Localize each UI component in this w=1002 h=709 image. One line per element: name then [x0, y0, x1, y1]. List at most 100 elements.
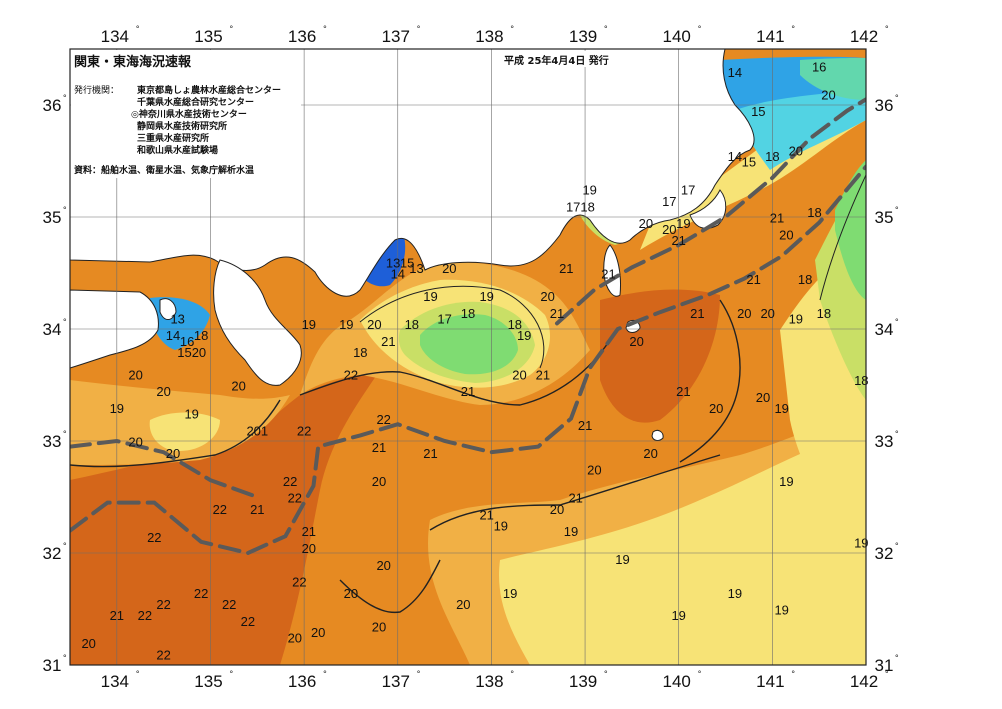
temperature-label: 19 — [671, 608, 685, 623]
awaji-island — [159, 298, 177, 320]
temperature-label: 21 — [423, 446, 437, 461]
lon-tick-top-139: 139 — [569, 27, 597, 46]
lat-tick-left-34: 34 — [43, 320, 62, 339]
temperature-label: 17 — [681, 183, 695, 198]
temperature-label: 19 — [582, 183, 596, 198]
lon-degree-top-138: ° — [510, 24, 514, 34]
lat-degree-right-31: ° — [895, 653, 899, 663]
temperature-label: 21 — [746, 272, 760, 287]
temperature-label: 19 — [479, 289, 493, 304]
lon-degree-bottom-141: ° — [791, 669, 795, 679]
temperature-label: 20 — [372, 474, 386, 489]
lon-degree-bottom-142: ° — [885, 669, 889, 679]
temperature-label: 18 — [854, 373, 868, 388]
lat-tick-left-36: 36 — [43, 96, 62, 115]
temperature-label: 18 — [798, 272, 812, 287]
temperature-label: 21 — [690, 306, 704, 321]
lon-tick-top-141: 141 — [756, 27, 784, 46]
temperature-label: 18 — [508, 317, 522, 332]
temperature-label: 19 — [517, 328, 531, 343]
lon-tick-bottom-141: 141 — [756, 672, 784, 691]
lat-degree-left-33: ° — [63, 429, 67, 439]
lon-degree-top-141: ° — [791, 24, 795, 34]
temperature-label: 20 — [372, 619, 386, 634]
water-zone-19-south — [499, 430, 866, 665]
temperature-label: 13 — [386, 255, 400, 270]
kuroshio-main-axis — [70, 164, 866, 556]
temperature-label: 21 — [479, 507, 493, 522]
lat-degree-right-34: ° — [895, 317, 899, 327]
temperature-label: 19 — [564, 524, 578, 539]
header-info: 関東・東海海況速報 発行機関： 東京都島しょ農林水産総合センター 千葉県水産総合… — [71, 50, 640, 178]
lat-degree-left-36: ° — [63, 93, 67, 103]
kuroshio-coastal-branch — [70, 438, 260, 499]
temperature-label: 20 — [442, 261, 456, 276]
water-zone-19-west — [149, 412, 220, 451]
temperature-label: 20 — [550, 502, 564, 517]
temperature-label: 15 — [400, 255, 414, 270]
temperature-label: 17 — [662, 194, 676, 209]
map-frame — [69, 48, 867, 666]
water-zone-16-east — [800, 58, 866, 100]
lat-degree-right-33: ° — [895, 429, 899, 439]
temperature-label: 20 — [512, 367, 526, 382]
isotherm-19-north — [359, 285, 545, 369]
lon-degree-top-136: ° — [323, 24, 327, 34]
hachijo-island — [651, 429, 664, 441]
isotherm-20-south — [429, 454, 721, 531]
temperature-label: 20 — [760, 306, 774, 321]
temperature-label: 22 — [283, 474, 297, 489]
water-zone-22-west — [70, 370, 380, 665]
lon-tick-top-138: 138 — [475, 27, 503, 46]
temperature-label: 18 — [765, 149, 779, 164]
lat-degree-left-32: ° — [63, 541, 67, 551]
temperature-label: 1718 — [566, 199, 595, 214]
lon-degree-bottom-136: ° — [323, 669, 327, 679]
temperature-label: 20 — [709, 401, 723, 416]
lon-degree-bottom-137: ° — [417, 669, 421, 679]
temperature-label: 15 — [742, 155, 756, 170]
temperature-label: 14 — [391, 267, 405, 282]
temperature-label: 21 — [578, 418, 592, 433]
kuroshio-axis — [70, 97, 866, 556]
temperature-label: 20 — [662, 222, 676, 237]
issuer-3: ◎神奈川県水産技術センター — [131, 108, 247, 120]
temperature-label: 21 — [671, 233, 685, 248]
temperature-label: 21 — [110, 608, 124, 623]
lon-tick-bottom-136: 136 — [288, 672, 316, 691]
temperature-label: 18 — [807, 205, 821, 220]
temperature-label: 18 — [461, 306, 475, 321]
temperature-label: 17 — [437, 311, 451, 326]
lat-tick-right-33: 33 — [875, 432, 894, 451]
kii-peninsula — [213, 259, 302, 386]
axis-tick-labels: 134 ° 134 ° 135 ° 135 ° 136 ° 136 ° 137 ° 137 ° 138 ° 138 °… — [43, 24, 899, 691]
temperature-label: 16 — [812, 59, 826, 74]
kuroshio-inshore-axis — [555, 97, 866, 326]
issuers-label: 発行機関： — [74, 84, 119, 96]
temperature-label: 22 — [297, 423, 311, 438]
temperature-label: 19 — [503, 586, 517, 601]
lon-tick-top-140: 140 — [663, 27, 691, 46]
temperature-label: 21 — [559, 261, 573, 276]
issuer-1: 東京都島しょ農林水産総合センター — [137, 84, 281, 96]
temperature-label: 21 — [770, 211, 784, 226]
lat-tick-left-35: 35 — [43, 208, 62, 227]
temperature-label: 21 — [302, 524, 316, 539]
temperature-label: 21 — [550, 306, 564, 321]
temperature-label: 22 — [156, 597, 170, 612]
temperature-label: 19 — [110, 401, 124, 416]
lat-tick-left-31: 31 — [43, 656, 62, 675]
isotherm-20-far-south — [339, 559, 441, 614]
issuer-5: 三重県水産研究所 — [137, 132, 209, 144]
temperature-label: 21 — [536, 367, 550, 382]
temperature-label: 22 — [288, 491, 302, 506]
lat-tick-right-32: 32 — [875, 544, 894, 563]
temperature-label: 16 — [180, 334, 194, 349]
isotherm-21-central — [299, 339, 611, 406]
issuer-2: 千葉県水産総合研究センター — [137, 96, 254, 108]
temperature-label: 20 — [629, 334, 643, 349]
lon-tick-bottom-138: 138 — [475, 672, 503, 691]
temperature-label: 22 — [376, 412, 390, 427]
issuer-4: 静岡県水産技術研究所 — [137, 120, 227, 132]
lon-degree-top-142: ° — [885, 24, 889, 34]
